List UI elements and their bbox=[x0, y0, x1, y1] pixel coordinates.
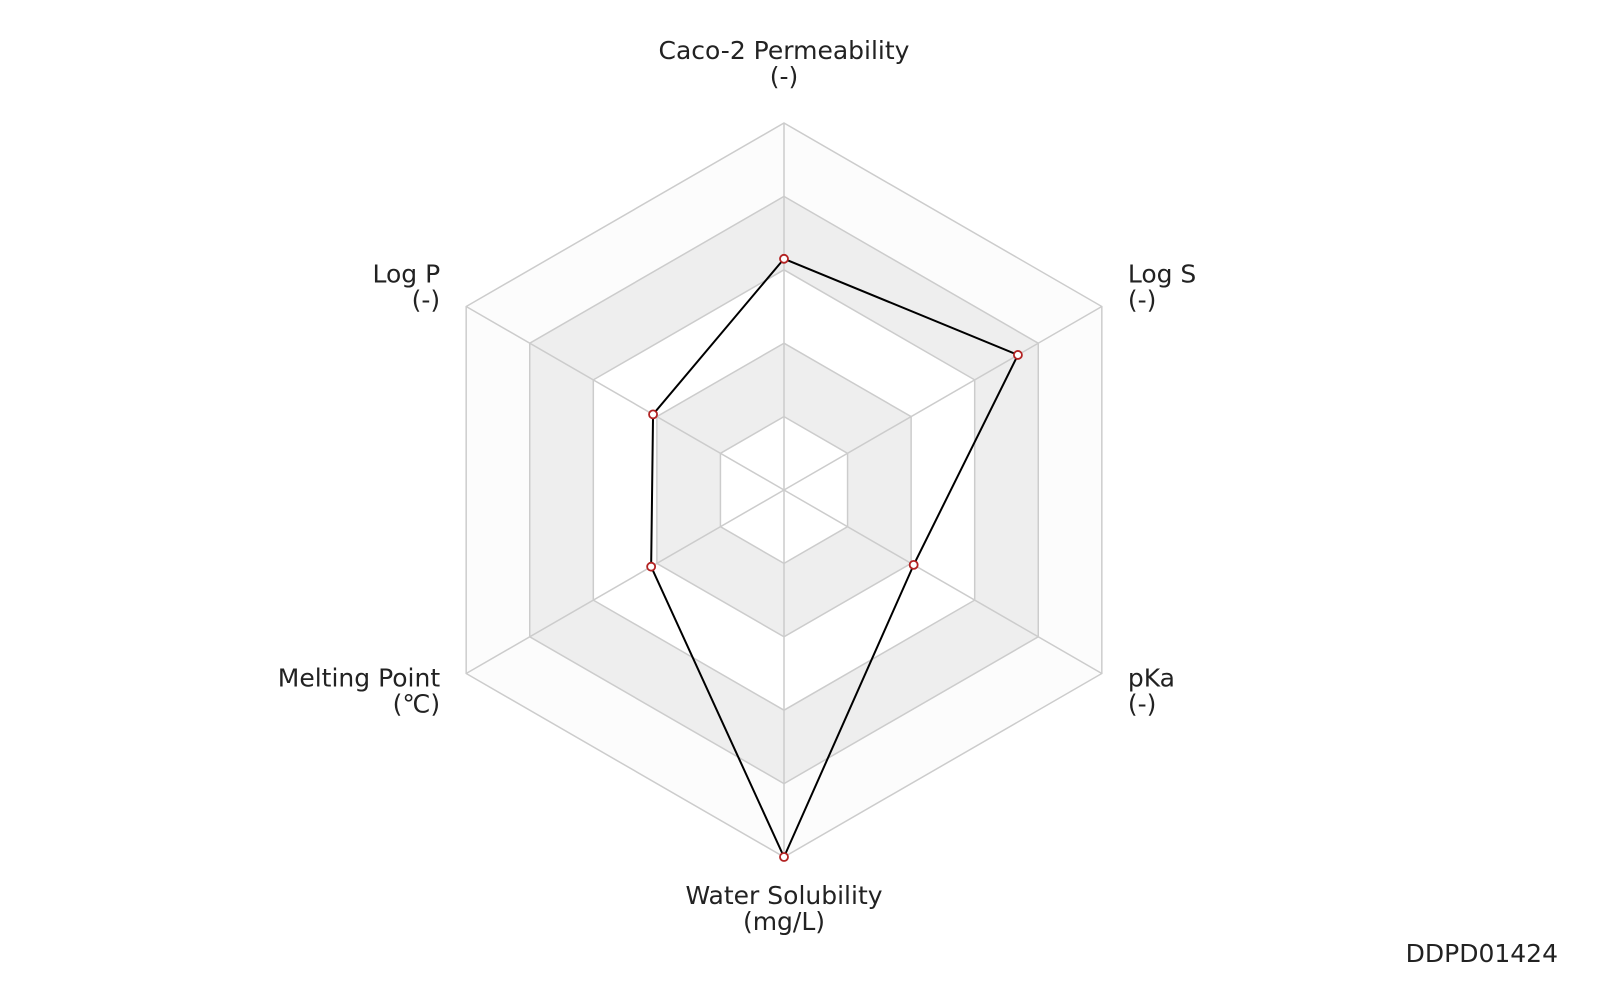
axis-spoke bbox=[783, 489, 1103, 675]
axis-label: Log S bbox=[1128, 260, 1196, 289]
axis-label: pKa bbox=[1128, 664, 1175, 693]
data-point bbox=[646, 561, 657, 572]
data-point bbox=[648, 409, 658, 420]
axis-unit: (-) bbox=[412, 286, 441, 315]
axis-label: Melting Point bbox=[278, 664, 441, 693]
data-point bbox=[779, 852, 789, 862]
footer-id: DDPD01424 bbox=[1406, 939, 1558, 968]
axis-label: Log P bbox=[372, 260, 440, 289]
axis-spoke bbox=[465, 305, 785, 491]
axis-label: Water Solubility bbox=[685, 881, 882, 910]
axis-spoke bbox=[465, 489, 785, 675]
axis-unit: (-) bbox=[1128, 286, 1157, 315]
axis-label: Caco-2 Permeability bbox=[659, 36, 910, 65]
axis-unit: (-) bbox=[770, 62, 799, 91]
axis-unit: (mg/L) bbox=[743, 907, 825, 936]
axis-spoke bbox=[783, 305, 1103, 491]
axis-unit: (℃) bbox=[393, 690, 441, 719]
data-point bbox=[1013, 350, 1023, 360]
axis-unit: (-) bbox=[1128, 690, 1157, 719]
data-point bbox=[908, 559, 919, 570]
data-point bbox=[779, 253, 789, 264]
